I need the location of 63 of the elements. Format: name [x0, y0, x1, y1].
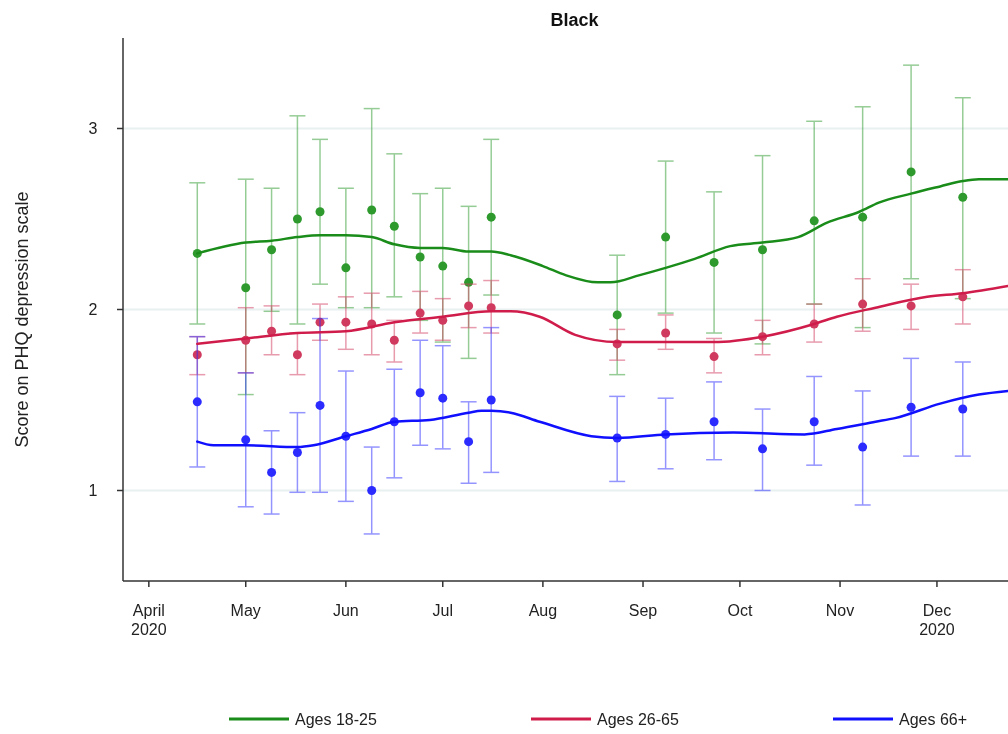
point — [464, 437, 474, 447]
point — [661, 232, 671, 242]
point — [389, 221, 399, 231]
point — [415, 252, 425, 262]
x-tick-label: May — [230, 602, 261, 619]
point — [267, 245, 277, 255]
point — [315, 317, 325, 327]
point — [241, 283, 251, 293]
point — [858, 299, 868, 309]
point — [464, 301, 474, 311]
point — [758, 444, 768, 454]
point — [367, 486, 377, 495]
point — [906, 301, 916, 311]
point — [341, 317, 351, 327]
point — [906, 167, 916, 177]
point — [809, 417, 819, 427]
x-tick-label: Jul — [432, 602, 453, 619]
point — [809, 216, 819, 226]
point — [415, 388, 425, 398]
point — [858, 212, 868, 222]
x-tick-label: Nov — [825, 602, 855, 619]
point — [341, 263, 351, 273]
x-tick-label: April 2020 — [131, 602, 167, 638]
point — [192, 350, 202, 360]
y-tick-label: 2 — [88, 301, 98, 319]
x-tick-label: Oct — [727, 602, 753, 619]
point — [906, 402, 916, 412]
point — [367, 205, 377, 215]
point — [858, 442, 868, 452]
point — [661, 328, 671, 338]
y-tick-label: 1 — [88, 482, 98, 500]
x-tick-label: Sep — [628, 602, 658, 619]
y-tick-label: 3 — [88, 120, 98, 138]
chart-title: Black — [550, 10, 600, 30]
point — [486, 395, 496, 405]
point — [464, 277, 474, 287]
point — [292, 350, 302, 360]
x-tick-label: Dec 2020 — [919, 602, 955, 638]
point — [315, 400, 325, 410]
point — [241, 435, 251, 445]
point — [709, 257, 719, 267]
x-tick-label: Jun — [332, 602, 359, 619]
y-axis-title: Score on PHQ depression scale — [12, 191, 32, 448]
point — [389, 335, 399, 345]
point — [486, 212, 496, 222]
x-tick-label: Aug — [528, 602, 558, 619]
point — [292, 214, 302, 224]
point — [758, 245, 768, 255]
legend-label: Ages 66+ — [899, 710, 968, 728]
point — [612, 310, 622, 320]
point — [709, 352, 719, 362]
point — [958, 404, 968, 414]
legend-label: Ages 18-25 — [295, 710, 377, 728]
point — [415, 308, 425, 318]
point — [709, 417, 719, 427]
point — [192, 397, 202, 407]
point — [958, 192, 968, 202]
point — [267, 467, 277, 477]
point — [438, 261, 448, 271]
point — [315, 207, 325, 217]
point — [438, 393, 448, 403]
legend-label: Ages 26-65 — [597, 710, 679, 728]
point — [292, 447, 302, 457]
